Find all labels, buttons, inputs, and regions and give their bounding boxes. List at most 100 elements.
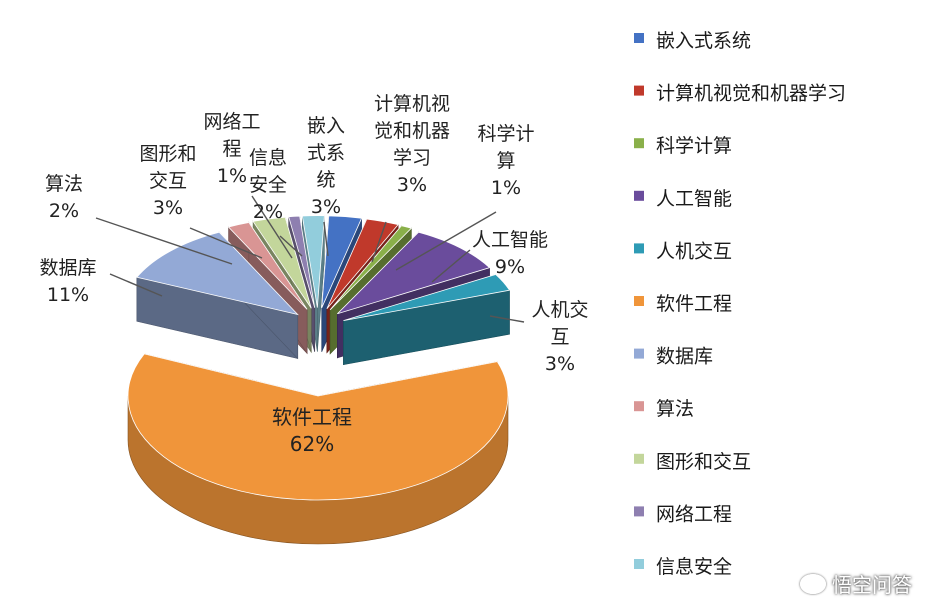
legend-swatch bbox=[634, 401, 644, 412]
slice-label-line: 3% bbox=[311, 196, 341, 218]
slice-top bbox=[252, 216, 312, 309]
slice-label-line: 统 bbox=[316, 169, 335, 191]
leader-line bbox=[371, 221, 387, 263]
slice-label-line: 互 bbox=[550, 326, 569, 348]
legend-item: 人机交互 bbox=[634, 240, 732, 262]
legend-label: 软件工程 bbox=[656, 293, 732, 315]
slice-label-line: 软件工程 bbox=[272, 405, 352, 429]
slice-label: 网络工程 1% bbox=[203, 111, 260, 187]
slice-top bbox=[321, 215, 363, 308]
slice-label-line: 人机交 bbox=[531, 299, 588, 321]
leader-line bbox=[395, 211, 497, 271]
legend-label: 人工智能 bbox=[656, 188, 732, 210]
legend-item: 软件工程 bbox=[634, 293, 732, 315]
slice-label: 算法 2% bbox=[45, 173, 83, 222]
legend-label: 数据库 bbox=[656, 346, 713, 368]
legend-swatch bbox=[634, 85, 644, 96]
slice-top bbox=[329, 225, 413, 311]
legend-swatch bbox=[634, 559, 644, 569]
legend-item: 科学计算 bbox=[634, 135, 732, 157]
leader-line bbox=[279, 235, 303, 257]
pie-slices bbox=[127, 215, 511, 545]
slice-label-line: 3% bbox=[397, 174, 427, 196]
legend-item: 人工智能 bbox=[634, 188, 732, 210]
slice-top bbox=[301, 215, 325, 308]
slice-label-line: 安全 bbox=[249, 174, 287, 196]
slice-label-line: 1% bbox=[217, 165, 247, 187]
slice-label-line: 式系 bbox=[307, 142, 345, 164]
legend-label: 图形和交互 bbox=[656, 451, 751, 473]
slice-label-line: 程 bbox=[222, 138, 241, 160]
slice-top bbox=[127, 353, 509, 501]
legend-swatch bbox=[634, 33, 644, 43]
slice-label-line: 计算机视 bbox=[374, 93, 450, 115]
slice-label-line: 图形和 bbox=[139, 143, 196, 165]
legend-item: 算法 bbox=[634, 398, 694, 420]
slice-label: 人工智能 9% bbox=[472, 229, 548, 278]
slice-label-line: 数据库 bbox=[39, 257, 96, 279]
slice-label-line: 9% bbox=[495, 256, 525, 278]
slice-label: 数据库 11% bbox=[39, 257, 96, 306]
slice-label-line: 11% bbox=[47, 284, 89, 306]
legend-item: 计算机视觉和机器学习 bbox=[634, 83, 846, 105]
slice-label: 嵌入式系统 3% bbox=[307, 115, 345, 218]
chat-bubble-icon bbox=[800, 573, 826, 594]
legend-swatch bbox=[634, 243, 644, 254]
slice-label: 软件工程 62% bbox=[272, 405, 352, 456]
legend-label: 算法 bbox=[656, 398, 694, 420]
slice-label: 图形和交互 3% bbox=[139, 143, 196, 219]
slice-label-line: 算法 bbox=[45, 173, 83, 195]
slice-top bbox=[288, 215, 316, 308]
slice-label-line: 科学计 bbox=[477, 123, 534, 145]
slice-label-line: 算 bbox=[496, 150, 515, 172]
slice-label-line: 嵌入 bbox=[307, 115, 345, 137]
slice-top bbox=[326, 218, 399, 310]
legend-item: 嵌入式系统 bbox=[634, 30, 751, 52]
slice-label-line: 觉和机器 bbox=[374, 120, 450, 142]
legend-label: 人机交互 bbox=[656, 240, 732, 262]
slice-label-line: 2% bbox=[253, 201, 283, 223]
legend-swatch bbox=[634, 296, 644, 306]
slice-label-line: 1% bbox=[491, 177, 521, 199]
legend-label: 信息安全 bbox=[656, 556, 732, 578]
legend-item: 信息安全 bbox=[634, 556, 732, 578]
legend-swatch bbox=[634, 506, 644, 517]
leader-line bbox=[323, 221, 329, 257]
slice-label-line: 62% bbox=[290, 432, 334, 456]
leader-line bbox=[95, 217, 233, 265]
slice-label-line: 3% bbox=[153, 197, 183, 219]
slice-label: 科学计算 1% bbox=[477, 123, 534, 199]
slice-label-line: 2% bbox=[49, 200, 79, 222]
legend-item: 图形和交互 bbox=[634, 451, 751, 473]
slice-top bbox=[343, 274, 511, 322]
leader-line bbox=[251, 195, 293, 259]
legend-item: 数据库 bbox=[634, 346, 713, 368]
legend-label: 网络工程 bbox=[656, 503, 732, 525]
legend-swatch bbox=[634, 348, 644, 359]
slice-label-line: 网络工 bbox=[203, 111, 260, 133]
slice-label-line: 学习 bbox=[393, 147, 431, 169]
legend-swatch bbox=[634, 138, 644, 149]
leader-line bbox=[489, 315, 525, 323]
watermark-text: 悟空问答 bbox=[832, 573, 912, 597]
slice-label-line: 交互 bbox=[149, 170, 187, 192]
legend-swatch bbox=[634, 190, 644, 201]
slice-label-line: 信息 bbox=[249, 147, 287, 169]
slice-label-line: 3% bbox=[545, 353, 575, 375]
legend-label: 计算机视觉和机器学习 bbox=[656, 83, 846, 105]
legend-label: 嵌入式系统 bbox=[656, 30, 751, 52]
watermark: 悟空问答 bbox=[800, 569, 912, 598]
leader-line bbox=[189, 227, 263, 259]
slice-label-line: 人工智能 bbox=[472, 229, 548, 251]
pie-labels: 嵌入式系统 3% 计算机视觉和机器学习 3% 科学计算 1% 人工智能 9% 人机交互 3% 软件工… bbox=[39, 93, 588, 456]
slice-top bbox=[337, 231, 491, 315]
legend-swatch bbox=[634, 453, 644, 464]
slice-label: 计算机视觉和机器学习 3% bbox=[374, 93, 450, 196]
slice-label: 信息安全 2% bbox=[249, 147, 287, 223]
pie-slice bbox=[127, 353, 509, 545]
pie-slice bbox=[136, 231, 299, 360]
slice-top bbox=[136, 231, 299, 316]
slice-label: 人机交互 3% bbox=[531, 299, 588, 375]
pie-slice bbox=[343, 274, 511, 366]
